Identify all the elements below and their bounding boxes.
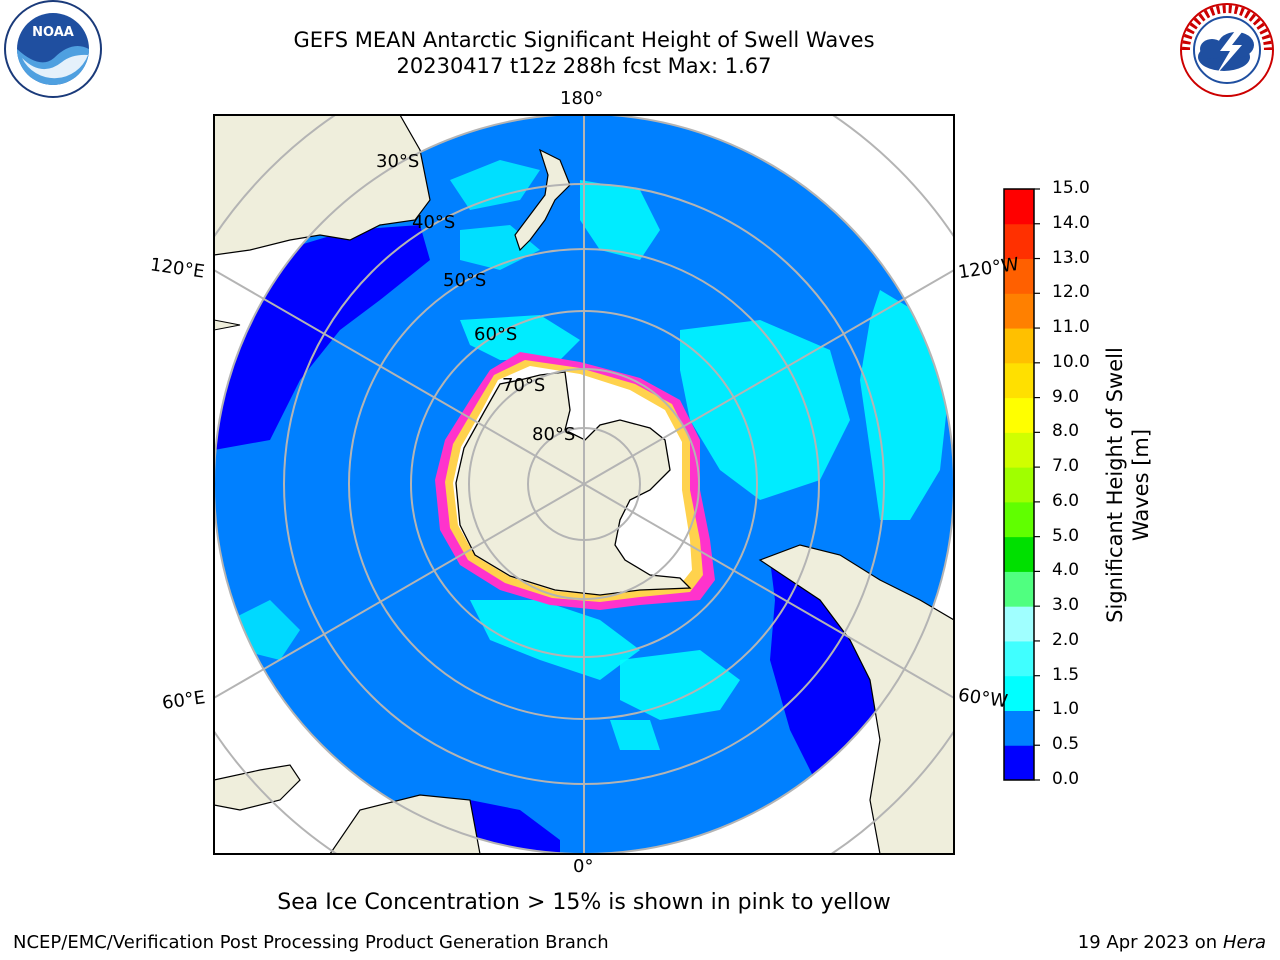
noaa-logo-text: NOAA: [32, 25, 74, 40]
lat-label-30s: 30°S: [376, 151, 420, 172]
colorbar-tick-label: 0.0: [1052, 769, 1080, 789]
colorbar-tick-label: 15.0: [1052, 178, 1090, 198]
colorbar-swatch: [1004, 432, 1034, 468]
colorbar-tick-label: 11.0: [1052, 317, 1090, 338]
lat-label-70s: 70°S: [502, 375, 546, 396]
colorbar-swatch: [1004, 328, 1034, 364]
footer-branch: NCEP/EMC/Verification Post Processing Pr…: [13, 932, 609, 953]
colorbar-swatch: [1004, 675, 1034, 711]
colorbar-tick-label: 13.0: [1052, 247, 1090, 268]
antarctica-land: [455, 371, 692, 596]
swell-patch: [460, 315, 580, 360]
colorbar-swatch: [1004, 501, 1034, 538]
colorbar-swatch: [1004, 710, 1034, 746]
africa-land: [214, 764, 301, 811]
swell-patch: [450, 160, 540, 210]
swell-patch: [620, 650, 740, 720]
footer-date: 19 Apr 2023 on Hera: [1078, 932, 1266, 953]
colorbar-swatch: [1004, 397, 1034, 433]
swell-patch: [680, 320, 850, 500]
swell-patch: [470, 600, 640, 680]
colorbar-swatch: [1004, 223, 1034, 260]
footer-date-text: 19 Apr 2023 on: [1077, 932, 1223, 953]
swell-patch: [610, 720, 660, 750]
colorbar-tick-label: 8.0: [1052, 421, 1080, 442]
noaa-logo: NOAA: [4, 0, 102, 98]
colorbar-swatch: [1004, 258, 1034, 294]
south-america-land: [758, 544, 954, 854]
colorbar-tick-label: 14.0: [1052, 212, 1090, 233]
map-title: GEFS MEAN Antarctic Significant Height o…: [293, 28, 875, 52]
colorbar-tick-label: 12.0: [1052, 282, 1090, 303]
graticule: [214, 115, 954, 854]
lat-label-60s: 60°S: [474, 324, 518, 345]
colorbar-label-line2: Waves [m]: [1129, 428, 1153, 542]
new-zealand-land: [514, 148, 571, 252]
africa-land-south: [329, 794, 481, 854]
lat-label-40s: 40°S: [412, 212, 456, 233]
colorbar-tick-label: 2.0: [1052, 629, 1080, 650]
lon-label-180: 180°: [560, 88, 604, 109]
colorbar-swatch: [1004, 745, 1034, 781]
colorbar-swatch: [1004, 536, 1034, 572]
lat-label-80s: 80°S: [532, 424, 576, 445]
colorbar-swatch: [1004, 571, 1034, 607]
colorbar-label-line1: Significant Height of Swell: [1103, 347, 1127, 623]
map-subtitle: 20230417 t12z 288h fcst Max: 1.67: [396, 54, 772, 78]
colorbar-swatch: [1004, 293, 1034, 329]
colorbar-swatch: [1004, 640, 1034, 677]
colorbar: [1003, 188, 1040, 781]
sea-ice-caption: Sea Ice Concentration > 15% is shown in …: [277, 890, 891, 915]
colorbar-swatch: [1004, 189, 1034, 225]
colorbar-swatch: [1004, 467, 1034, 503]
colorbar-tick-label: 0.5: [1052, 734, 1080, 755]
lon-label-0: 0°: [573, 856, 594, 877]
colorbar-swatch: [1004, 362, 1034, 399]
map-frame: [213, 114, 955, 855]
colorbar-swatch: [1004, 606, 1034, 642]
colorbar-tick-label: 9.0: [1052, 386, 1080, 407]
colorbar-tick-label: 3.0: [1052, 595, 1080, 616]
swell-patch: [580, 180, 660, 260]
colorbar-tick-label: 1.0: [1052, 699, 1080, 720]
colorbar-tick-label: 1.5: [1052, 664, 1080, 685]
colorbar-frame: [1003, 188, 1035, 781]
colorbar-tick-label: 10.0: [1052, 351, 1090, 372]
colorbar-tick-label: 5.0: [1052, 525, 1080, 546]
australia-land: [214, 115, 431, 256]
nws-logo: [1180, 3, 1274, 97]
colorbar-tick-label: 6.0: [1052, 490, 1080, 511]
lat-label-50s: 50°S: [443, 270, 487, 291]
footer-system: Hera: [1222, 932, 1266, 953]
colorbar-tick-label: 7.0: [1052, 456, 1080, 477]
colorbar-tick-label: 4.0: [1052, 560, 1080, 581]
